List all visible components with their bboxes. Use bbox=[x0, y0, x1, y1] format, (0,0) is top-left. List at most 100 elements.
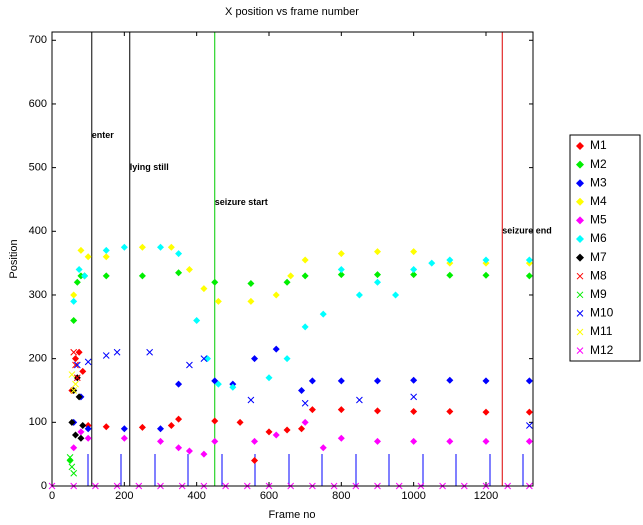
legend-swatch bbox=[576, 235, 584, 243]
x-marker bbox=[526, 422, 533, 429]
diamond-marker bbox=[525, 408, 533, 416]
event-label: seizure start bbox=[215, 197, 268, 207]
diamond-marker bbox=[446, 256, 454, 264]
diamond-marker bbox=[308, 377, 316, 385]
diamond-marker bbox=[251, 437, 259, 445]
legend-swatch bbox=[576, 142, 584, 150]
diamond-marker bbox=[283, 278, 291, 286]
frame-stems bbox=[87, 454, 524, 486]
diamond-marker bbox=[482, 271, 490, 279]
diamond-marker bbox=[70, 297, 78, 305]
diamond-marker bbox=[120, 243, 128, 251]
x-tick-label: 200 bbox=[115, 490, 133, 502]
diamond-marker bbox=[138, 423, 146, 431]
diamond-marker bbox=[392, 291, 400, 299]
event-label: enter bbox=[92, 130, 115, 140]
diamond-marker bbox=[167, 243, 175, 251]
diamond-marker bbox=[77, 272, 85, 280]
diamond-marker bbox=[525, 437, 533, 445]
y-tick-label: 200 bbox=[29, 353, 47, 365]
diamond-marker bbox=[373, 377, 381, 385]
diamond-marker bbox=[102, 423, 110, 431]
diamond-marker bbox=[236, 418, 244, 426]
x-tick-label: 1200 bbox=[474, 490, 498, 502]
diamond-marker bbox=[84, 253, 92, 261]
legend-swatch bbox=[576, 328, 584, 336]
x-tick-label: 1000 bbox=[401, 490, 425, 502]
diamond-marker bbox=[272, 431, 280, 439]
diamond-marker bbox=[214, 297, 222, 305]
diamond-marker bbox=[72, 355, 80, 363]
legend-label: M10 bbox=[590, 306, 614, 320]
x-marker bbox=[70, 469, 78, 477]
x-marker bbox=[72, 361, 79, 369]
x-marker bbox=[146, 348, 154, 356]
x-marker bbox=[68, 463, 76, 471]
x-tick-label: 800 bbox=[332, 490, 350, 502]
diamond-marker bbox=[185, 447, 193, 455]
legend-swatch bbox=[576, 253, 584, 262]
y-tick-label: 500 bbox=[29, 162, 47, 174]
x-marker bbox=[68, 371, 76, 378]
diamond-marker bbox=[70, 444, 78, 452]
legend-swatch bbox=[576, 272, 584, 280]
diamond-marker bbox=[373, 248, 381, 256]
diamond-marker bbox=[308, 406, 316, 414]
diamond-marker bbox=[283, 426, 291, 434]
legend-label: M7 bbox=[590, 250, 607, 264]
diamond-marker bbox=[337, 406, 345, 414]
x-marker bbox=[186, 361, 193, 369]
diamond-marker bbox=[525, 256, 533, 264]
legend-box bbox=[569, 134, 641, 362]
diamond-marker bbox=[287, 272, 295, 280]
x-marker bbox=[247, 396, 255, 404]
x-marker bbox=[356, 396, 363, 404]
event-label: lying still bbox=[130, 162, 169, 172]
diamond-marker bbox=[337, 250, 345, 258]
diamond-marker bbox=[75, 393, 83, 401]
diamond-marker bbox=[84, 434, 92, 442]
y-tick-label: 700 bbox=[29, 34, 47, 46]
diamond-marker bbox=[185, 266, 193, 274]
diamond-marker bbox=[410, 248, 418, 256]
legend-label: M3 bbox=[590, 175, 607, 189]
diamond-marker bbox=[138, 243, 146, 251]
diamond-marker bbox=[301, 256, 309, 264]
x-marker bbox=[113, 348, 121, 356]
legend: M1 M2 M3 M4 M5 M6 M7 M8 M9 M10 M11 M12 bbox=[569, 134, 641, 362]
legend-label: M9 bbox=[590, 287, 607, 301]
x-marker bbox=[70, 348, 78, 356]
diamond-marker bbox=[81, 272, 89, 280]
legend-swatch bbox=[576, 347, 584, 354]
diamond-marker bbox=[73, 278, 81, 286]
diamond-marker bbox=[72, 431, 80, 439]
diamond-marker bbox=[482, 377, 490, 385]
diamond-marker bbox=[319, 444, 327, 452]
diamond-marker bbox=[525, 272, 533, 280]
diamond-marker bbox=[138, 272, 146, 280]
diamond-marker bbox=[193, 316, 201, 324]
diamond-marker bbox=[446, 376, 454, 384]
diamond-marker bbox=[156, 437, 164, 445]
diamond-marker bbox=[319, 310, 327, 318]
diamond-marker bbox=[175, 269, 183, 277]
x-marker bbox=[73, 361, 81, 369]
diamond-marker bbox=[68, 418, 76, 426]
diamond-marker bbox=[120, 425, 128, 433]
y-tick-label: 300 bbox=[29, 289, 47, 301]
diamond-marker bbox=[214, 380, 222, 388]
x-tick-label: 0 bbox=[49, 490, 55, 502]
diamond-marker bbox=[337, 434, 345, 442]
y-tick-label: 0 bbox=[41, 480, 47, 492]
plot-frame bbox=[51, 31, 534, 487]
x-marker bbox=[66, 453, 74, 461]
diamond-marker bbox=[373, 278, 381, 286]
diamond-marker bbox=[410, 408, 418, 416]
diamond-marker bbox=[167, 422, 175, 430]
x-marker bbox=[72, 380, 79, 388]
diamond-marker bbox=[70, 291, 78, 299]
diamond-marker bbox=[251, 355, 259, 363]
legend-label: M2 bbox=[590, 157, 607, 171]
